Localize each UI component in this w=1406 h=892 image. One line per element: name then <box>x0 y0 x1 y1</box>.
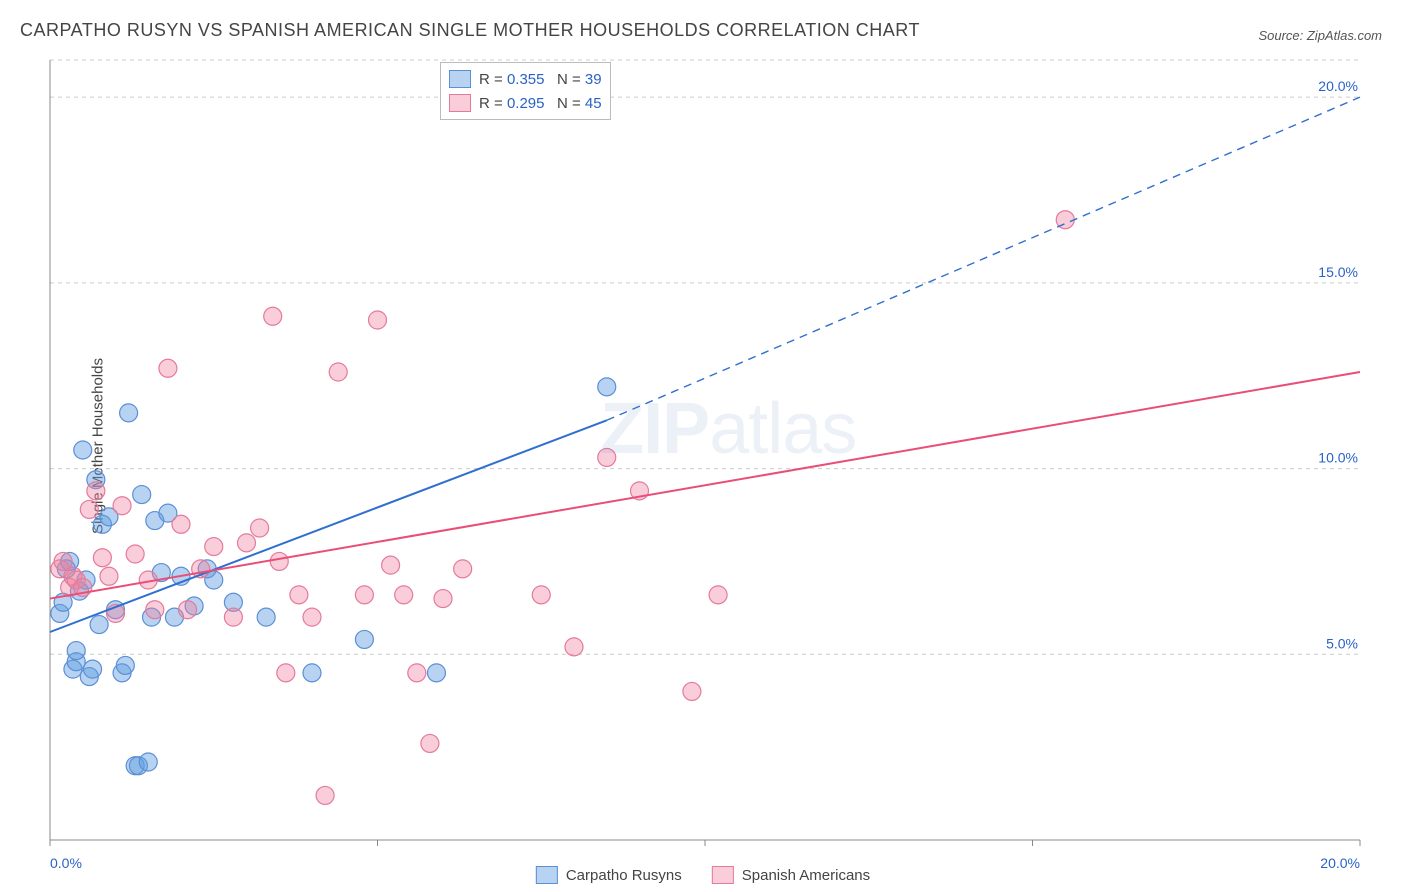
stats-text: R = 0.295 N = 45 <box>479 95 602 112</box>
svg-text:5.0%: 5.0% <box>1326 635 1358 651</box>
legend-label: Carpatho Rusyns <box>566 867 682 884</box>
legend-item-carpatho: Carpatho Rusyns <box>536 866 682 884</box>
svg-text:20.0%: 20.0% <box>1320 855 1360 871</box>
legend-label: Spanish Americans <box>742 867 870 884</box>
svg-text:15.0%: 15.0% <box>1318 264 1358 280</box>
chart-container: CARPATHO RUSYN VS SPANISH AMERICAN SINGL… <box>0 0 1406 892</box>
svg-text:20.0%: 20.0% <box>1318 78 1358 94</box>
stats-row-carpatho: R = 0.355 N = 39 <box>449 67 602 91</box>
svg-text:10.0%: 10.0% <box>1318 450 1358 466</box>
scatter-chart: 0.0% 20.0% 5.0% 10.0% 15.0% 20.0% <box>0 0 1406 892</box>
stats-row-spanish: R = 0.295 N = 45 <box>449 91 602 115</box>
stats-text: R = 0.355 N = 39 <box>479 71 602 88</box>
swatch-icon <box>712 866 734 884</box>
legend-item-spanish: Spanish Americans <box>712 866 870 884</box>
swatch-icon <box>536 866 558 884</box>
svg-text:0.0%: 0.0% <box>50 855 82 871</box>
stats-legend-box: R = 0.355 N = 39 R = 0.295 N = 45 <box>440 62 611 120</box>
bottom-legend: Carpatho Rusyns Spanish Americans <box>536 866 870 884</box>
swatch-icon <box>449 94 471 112</box>
swatch-icon <box>449 70 471 88</box>
